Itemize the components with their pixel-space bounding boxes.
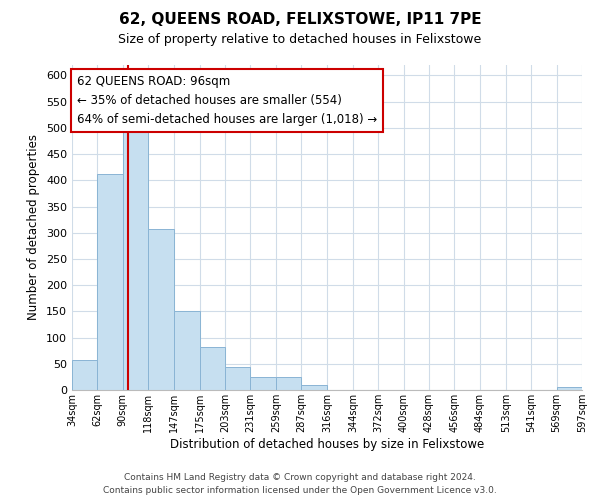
- Bar: [123, 130, 148, 390]
- Bar: [175, 312, 200, 390]
- Bar: [148, 228, 175, 390]
- Text: Contains HM Land Registry data © Crown copyright and database right 2024.: Contains HM Land Registry data © Crown c…: [124, 472, 476, 482]
- Bar: [97, 174, 123, 390]
- Bar: [557, 388, 582, 390]
- Bar: [72, 360, 97, 390]
- Text: Contains public sector information licensed under the Open Government Licence v3: Contains public sector information licen…: [103, 486, 497, 495]
- X-axis label: Distribution of detached houses by size in Felixstowe: Distribution of detached houses by size …: [170, 438, 484, 450]
- Y-axis label: Number of detached properties: Number of detached properties: [28, 134, 40, 320]
- Bar: [250, 377, 276, 390]
- Text: 62, QUEENS ROAD, FELIXSTOWE, IP11 7PE: 62, QUEENS ROAD, FELIXSTOWE, IP11 7PE: [119, 12, 481, 28]
- Bar: [225, 367, 250, 390]
- Bar: [301, 385, 328, 390]
- Text: Size of property relative to detached houses in Felixstowe: Size of property relative to detached ho…: [118, 32, 482, 46]
- Bar: [200, 347, 225, 390]
- Text: 62 QUEENS ROAD: 96sqm
← 35% of detached houses are smaller (554)
64% of semi-det: 62 QUEENS ROAD: 96sqm ← 35% of detached …: [77, 74, 377, 126]
- Bar: [276, 377, 301, 390]
